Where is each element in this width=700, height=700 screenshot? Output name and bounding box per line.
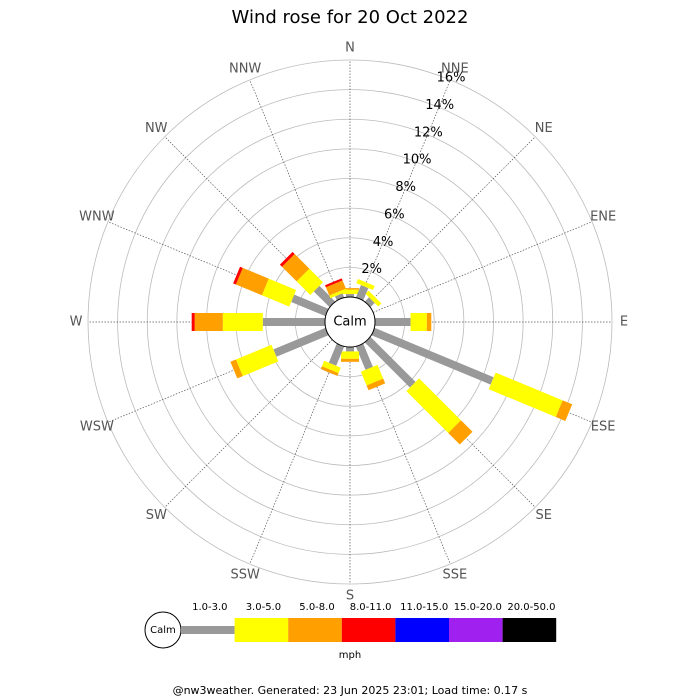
- r-tick-label: 16%: [437, 71, 466, 86]
- wind-bar: [320, 366, 339, 376]
- direction-label: WNW: [79, 210, 115, 225]
- spoke: [164, 339, 333, 508]
- direction-label: SSW: [230, 568, 260, 583]
- direction-label: ENE: [590, 210, 616, 225]
- wind-bar: [341, 351, 359, 359]
- legend-swatch: [181, 626, 235, 634]
- wind-bar: [279, 251, 295, 267]
- wind-bar: [346, 294, 354, 297]
- wind-bar: [313, 285, 336, 308]
- wind-bar: [364, 336, 416, 388]
- legend: Calm mph 1.0-3.0 3.0-5.0 5.0-8.0 8.0-11.0 11…: [144, 602, 557, 661]
- calm-label: Calm: [333, 315, 366, 330]
- legend-swatch: [234, 618, 289, 642]
- direction-label: E: [620, 315, 628, 330]
- wind-bar: [356, 279, 375, 291]
- wind-bar: [261, 278, 297, 307]
- wind-bar: [364, 297, 375, 308]
- wind-bar: [371, 327, 494, 385]
- direction-label: N: [345, 41, 355, 56]
- wind-bar: [329, 288, 348, 299]
- spoke: [249, 344, 341, 565]
- direction-label: NNE: [441, 61, 469, 76]
- wind-bar: [488, 372, 563, 417]
- direction-label: SW: [146, 508, 167, 523]
- spoke: [359, 79, 451, 300]
- legend-label: 15.0-20.0: [454, 602, 502, 613]
- wind-bar: [222, 313, 263, 331]
- wind-bar: [335, 293, 345, 301]
- wind-bar: [325, 278, 343, 288]
- wind-bar: [281, 253, 310, 282]
- wind-bar: [374, 318, 411, 326]
- wind-bar: [321, 360, 341, 374]
- direction-label: SSE: [442, 568, 467, 583]
- direction-label: SE: [536, 508, 552, 523]
- plot: N NNE NE ENE E ESE SE SSE S SSW SW WSW W WNW NW NNW 2% 4%…: [70, 41, 629, 604]
- wind-bar: [341, 288, 359, 290]
- wind-bar: [230, 359, 243, 379]
- wind-bar: [291, 294, 329, 317]
- wind-bar: [346, 347, 354, 352]
- wind-bar: [406, 378, 461, 433]
- r-tick-label: 8%: [395, 180, 416, 195]
- r-tick-label: 14%: [425, 98, 454, 113]
- legend-swatch: [395, 618, 449, 642]
- legend-label: 5.0-8.0: [299, 602, 334, 613]
- direction-label: S: [346, 589, 354, 604]
- r-tick-label: 12%: [414, 125, 443, 140]
- wind-bar: [341, 358, 359, 362]
- wind-bar: [328, 343, 345, 366]
- wind-bar: [194, 313, 223, 331]
- chart-title: Wind rose for 20 Oct 2022: [232, 7, 469, 28]
- r-tick-label: 4%: [373, 235, 394, 250]
- direction-label: WSW: [80, 419, 114, 434]
- direction-label: W: [70, 315, 83, 330]
- wind-bar: [341, 289, 359, 295]
- wind-bar: [235, 344, 279, 377]
- calm-circle: [324, 296, 376, 348]
- wind-bar: [360, 364, 384, 386]
- wind-bar: [555, 400, 573, 421]
- wind-bar: [233, 266, 243, 285]
- legend-label: 20.0-50.0: [507, 602, 555, 613]
- wind-bar: [366, 378, 386, 391]
- wind-bar: [355, 343, 373, 370]
- legend-label: 1.0-3.0: [192, 602, 227, 613]
- grid-ring: [87, 59, 613, 585]
- legend-label: 8.0-11.0: [350, 602, 392, 613]
- legend-label: 3.0-5.0: [246, 602, 281, 613]
- wind-bar: [426, 313, 432, 331]
- wind-bar: [296, 268, 323, 295]
- wind-bar: [355, 285, 369, 301]
- spoke: [367, 136, 536, 305]
- direction-label: NNW: [229, 61, 261, 76]
- wind-bar: [365, 290, 382, 307]
- wind-bar: [191, 313, 195, 331]
- wind-bar: [325, 280, 346, 296]
- legend-swatch: [341, 618, 396, 642]
- legend-label: 11.0-15.0: [400, 602, 448, 613]
- r-tick-label: 2%: [361, 262, 382, 277]
- footer: @nw3weather. Generated: 23 Jun 2025 23:0…: [173, 684, 528, 697]
- legend-calm-label: Calm: [150, 625, 176, 636]
- spoke: [249, 79, 341, 300]
- legend-swatch: [502, 618, 557, 642]
- direction-label: NW: [145, 121, 168, 136]
- wind-bar: [262, 318, 326, 326]
- r-tick-label: 10%: [403, 153, 432, 168]
- legend-swatch: [288, 618, 342, 642]
- wind-bar: [273, 327, 329, 357]
- spoke: [372, 221, 593, 313]
- wind-bar: [235, 267, 269, 296]
- wind-bar: [448, 420, 473, 445]
- legend-unit: mph: [339, 650, 361, 661]
- direction-label: ESE: [591, 419, 616, 434]
- legend-swatch: [449, 618, 503, 642]
- direction-label: NE: [535, 121, 553, 136]
- r-tick-label: 6%: [384, 207, 405, 222]
- wind-bar: [410, 313, 427, 331]
